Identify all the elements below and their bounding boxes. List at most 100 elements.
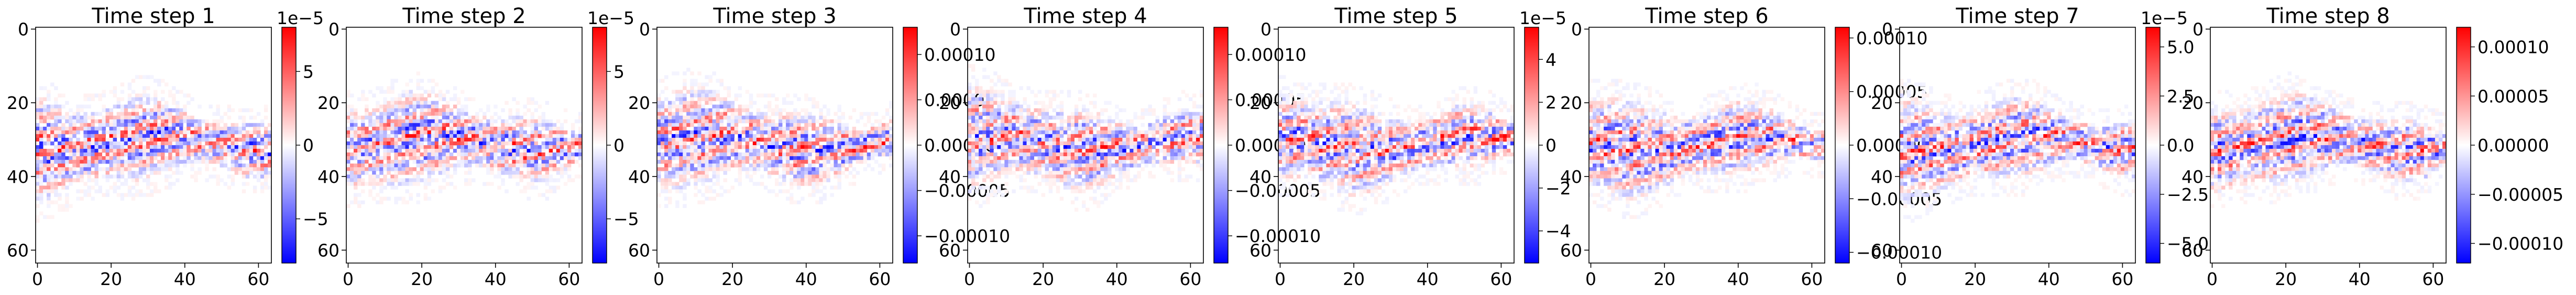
heatmap-cell bbox=[47, 90, 51, 94]
heatmap-cell bbox=[468, 167, 472, 171]
heatmap-cell bbox=[1199, 119, 1204, 124]
heatmap-cell bbox=[571, 160, 575, 164]
heatmap-cell bbox=[668, 174, 672, 179]
heatmap-cell bbox=[523, 145, 527, 149]
heatmap-cell bbox=[793, 200, 797, 204]
heatmap-cell bbox=[58, 207, 62, 212]
heatmap-cell bbox=[376, 86, 380, 90]
heatmap-cell bbox=[456, 108, 461, 113]
heatmap-cell bbox=[416, 130, 421, 135]
heatmap-cell bbox=[176, 112, 180, 116]
heatmap-cell bbox=[863, 123, 868, 127]
heatmap-cell bbox=[253, 137, 257, 142]
heatmap-cell bbox=[372, 126, 376, 131]
heatmap-cell bbox=[756, 152, 761, 157]
heatmap-cell bbox=[856, 171, 860, 175]
heatmap-cell bbox=[113, 182, 117, 186]
heatmap-cell bbox=[793, 126, 797, 131]
heatmap-cell bbox=[760, 182, 764, 186]
heatmap-cell bbox=[501, 156, 505, 160]
heatmap-cell bbox=[756, 108, 761, 113]
heatmap-cell bbox=[423, 123, 428, 127]
heatmap-cell bbox=[401, 167, 405, 171]
heatmap-cell bbox=[361, 200, 365, 204]
heatmap-cell bbox=[80, 171, 84, 175]
heatmap-cell bbox=[1111, 149, 1115, 153]
heatmap-cell bbox=[127, 82, 132, 86]
heatmap-cell bbox=[797, 149, 801, 153]
heatmap-cell bbox=[741, 126, 746, 131]
heatmap-cell bbox=[686, 112, 690, 116]
heatmap-cell bbox=[76, 156, 80, 160]
heatmap-cell bbox=[982, 119, 986, 124]
heatmap-cell bbox=[1004, 141, 1009, 146]
heatmap-cell bbox=[694, 82, 698, 86]
heatmap-cell bbox=[416, 126, 421, 131]
heatmap-cell bbox=[120, 119, 125, 124]
heatmap-cell bbox=[401, 200, 405, 204]
heatmap-cell bbox=[98, 189, 102, 193]
heatmap-cell bbox=[837, 108, 841, 113]
heatmap-cell bbox=[1001, 115, 1005, 120]
heatmap-cell bbox=[793, 119, 797, 124]
heatmap-cell bbox=[124, 123, 128, 127]
heatmap-cell bbox=[87, 123, 91, 127]
heatmap-cell bbox=[712, 189, 716, 193]
heatmap-cell bbox=[530, 112, 534, 116]
heatmap-cell bbox=[878, 137, 882, 142]
heatmap-cell bbox=[790, 145, 794, 149]
heatmap-cell bbox=[376, 141, 380, 146]
heatmap-cell bbox=[1188, 156, 1193, 160]
heatmap-cell bbox=[793, 145, 797, 149]
heatmap-cell bbox=[1056, 163, 1060, 168]
heatmap-cell bbox=[1030, 145, 1034, 149]
heatmap-cell bbox=[826, 152, 830, 157]
heatmap-cell bbox=[483, 115, 487, 120]
heatmap-cell bbox=[54, 97, 58, 102]
heatmap-cell bbox=[848, 182, 853, 186]
heatmap-cell bbox=[431, 112, 435, 116]
heatmap-cell bbox=[1012, 108, 1016, 113]
heatmap-cell bbox=[852, 182, 857, 186]
heatmap-cell bbox=[475, 115, 479, 120]
heatmap-cell bbox=[1059, 163, 1064, 168]
heatmap-cell bbox=[997, 174, 1001, 179]
heatmap-cell bbox=[36, 126, 40, 131]
heatmap-cell bbox=[157, 126, 161, 131]
heatmap-cell bbox=[664, 141, 668, 146]
heatmap-cell bbox=[668, 200, 672, 204]
heatmap-cell bbox=[1089, 149, 1093, 153]
heatmap-cell bbox=[1089, 171, 1093, 175]
heatmap-cell bbox=[242, 126, 246, 131]
heatmap-cell bbox=[541, 141, 546, 146]
heatmap-cell bbox=[36, 178, 40, 182]
heatmap-cell bbox=[845, 137, 849, 142]
heatmap-cell bbox=[464, 152, 468, 157]
heatmap-cell bbox=[113, 86, 117, 90]
heatmap-cell bbox=[1052, 126, 1057, 131]
heatmap-cell bbox=[723, 101, 727, 105]
heatmap-cell bbox=[771, 171, 775, 175]
heatmap-cell bbox=[401, 171, 405, 175]
heatmap-cell bbox=[701, 156, 705, 160]
heatmap-cell bbox=[376, 134, 380, 138]
heatmap-cell bbox=[1185, 130, 1189, 135]
heatmap-cell bbox=[797, 167, 801, 171]
heatmap-cell bbox=[438, 141, 443, 146]
heatmap-cell bbox=[127, 149, 132, 153]
heatmap-cell bbox=[412, 93, 416, 97]
heatmap-cell bbox=[205, 134, 209, 138]
heatmap-cell bbox=[165, 167, 169, 171]
heatmap-cell bbox=[790, 156, 794, 160]
heatmap-cell bbox=[823, 171, 827, 175]
heatmap-cell bbox=[39, 115, 43, 120]
heatmap-cell bbox=[982, 145, 986, 149]
heatmap-cell bbox=[368, 115, 372, 120]
heatmap-cell bbox=[1163, 115, 1167, 120]
heatmap-cell bbox=[834, 171, 838, 175]
heatmap-cell bbox=[508, 149, 512, 153]
heatmap-cell bbox=[1181, 145, 1186, 149]
heatmap-cell bbox=[464, 130, 468, 135]
heatmap-cell bbox=[398, 130, 402, 135]
heatmap-cell bbox=[154, 163, 158, 168]
